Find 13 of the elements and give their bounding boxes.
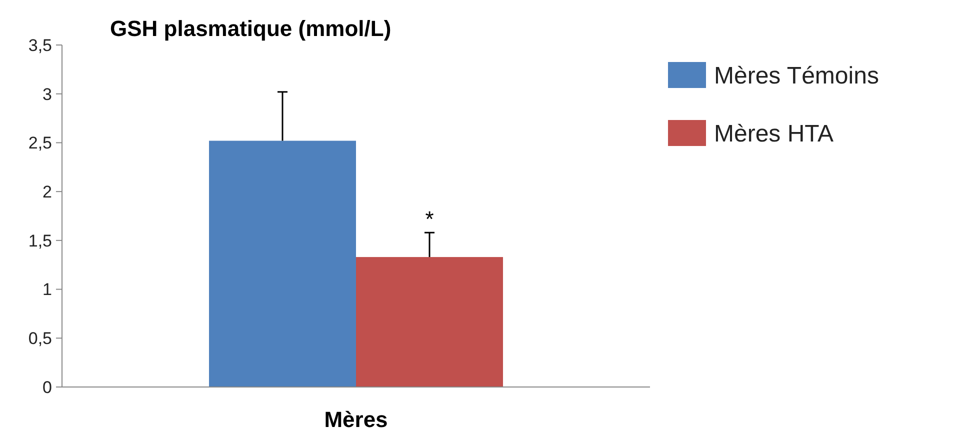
y-tick-label: 2	[42, 182, 52, 202]
chart-title: GSH plasmatique (mmol/L)	[110, 16, 392, 41]
legend-label: Mères HTA	[714, 120, 834, 148]
y-tick-label: 1,5	[28, 231, 52, 250]
y-tick-label: 3,5	[28, 36, 52, 55]
y-tick-label: 0,5	[28, 329, 52, 348]
legend-label: Mères Témoins	[714, 62, 879, 90]
y-tick-label: 2,5	[28, 134, 52, 153]
y-tick-label: 3	[42, 84, 52, 104]
y-tick-label: 1	[42, 280, 52, 300]
annotation: *	[425, 206, 434, 232]
y-tick-label: 0	[42, 378, 52, 397]
x-tick-label: Mères	[324, 407, 388, 432]
